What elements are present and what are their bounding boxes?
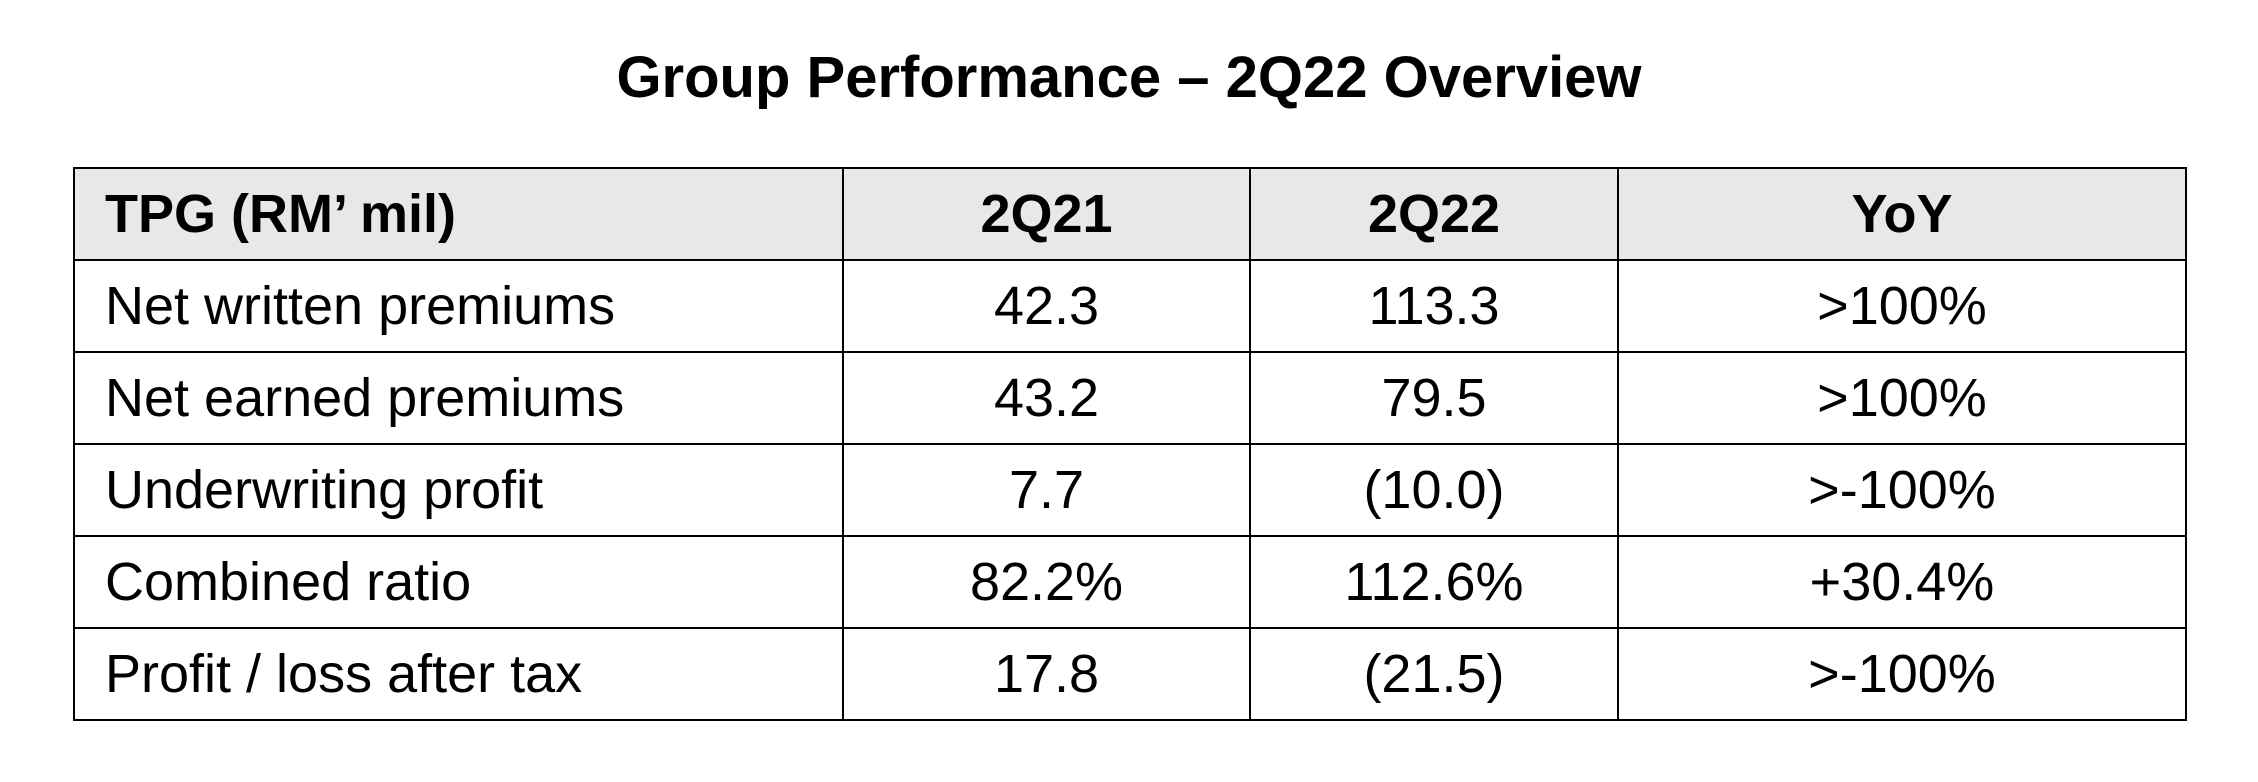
- header-cell-2q21: 2Q21: [842, 167, 1251, 261]
- performance-table: TPG (RM’ mil) 2Q21 2Q22 YoY Net written …: [73, 167, 2187, 721]
- cell-2q22: 79.5: [1249, 351, 1619, 445]
- header-cell-metric: TPG (RM’ mil): [73, 167, 844, 261]
- table-row: Profit / loss after tax 17.8 (21.5) >-10…: [73, 627, 2187, 721]
- table-header: TPG (RM’ mil) 2Q21 2Q22 YoY: [73, 167, 2187, 261]
- row-label: Profit / loss after tax: [73, 627, 844, 721]
- table-body: Net written premiums 42.3 113.3 >100% Ne…: [73, 259, 2187, 721]
- cell-2q22: (21.5): [1249, 627, 1619, 721]
- cell-2q22: 112.6%: [1249, 535, 1619, 629]
- cell-2q21: 82.2%: [842, 535, 1251, 629]
- cell-yoy: >-100%: [1617, 443, 2187, 537]
- cell-2q21: 17.8: [842, 627, 1251, 721]
- row-label: Combined ratio: [73, 535, 844, 629]
- row-label: Net written premiums: [73, 259, 844, 353]
- cell-yoy: >-100%: [1617, 627, 2187, 721]
- row-label: Underwriting profit: [73, 443, 844, 537]
- header-row: TPG (RM’ mil) 2Q21 2Q22 YoY: [73, 167, 2187, 261]
- table-row: Combined ratio 82.2% 112.6% +30.4%: [73, 535, 2187, 629]
- cell-2q21: 43.2: [842, 351, 1251, 445]
- cell-yoy: +30.4%: [1617, 535, 2187, 629]
- cell-yoy: >100%: [1617, 259, 2187, 353]
- cell-2q21: 42.3: [842, 259, 1251, 353]
- table-row: Underwriting profit 7.7 (10.0) >-100%: [73, 443, 2187, 537]
- cell-2q22: 113.3: [1249, 259, 1619, 353]
- header-cell-2q22: 2Q22: [1249, 167, 1619, 261]
- cell-2q22: (10.0): [1249, 443, 1619, 537]
- cell-yoy: >100%: [1617, 351, 2187, 445]
- cell-2q21: 7.7: [842, 443, 1251, 537]
- table-row: Net written premiums 42.3 113.3 >100%: [73, 259, 2187, 353]
- table-row: Net earned premiums 43.2 79.5 >100%: [73, 351, 2187, 445]
- page-title: Group Performance – 2Q22 Overview: [616, 45, 1642, 110]
- row-label: Net earned premiums: [73, 351, 844, 445]
- header-cell-yoy: YoY: [1617, 167, 2187, 261]
